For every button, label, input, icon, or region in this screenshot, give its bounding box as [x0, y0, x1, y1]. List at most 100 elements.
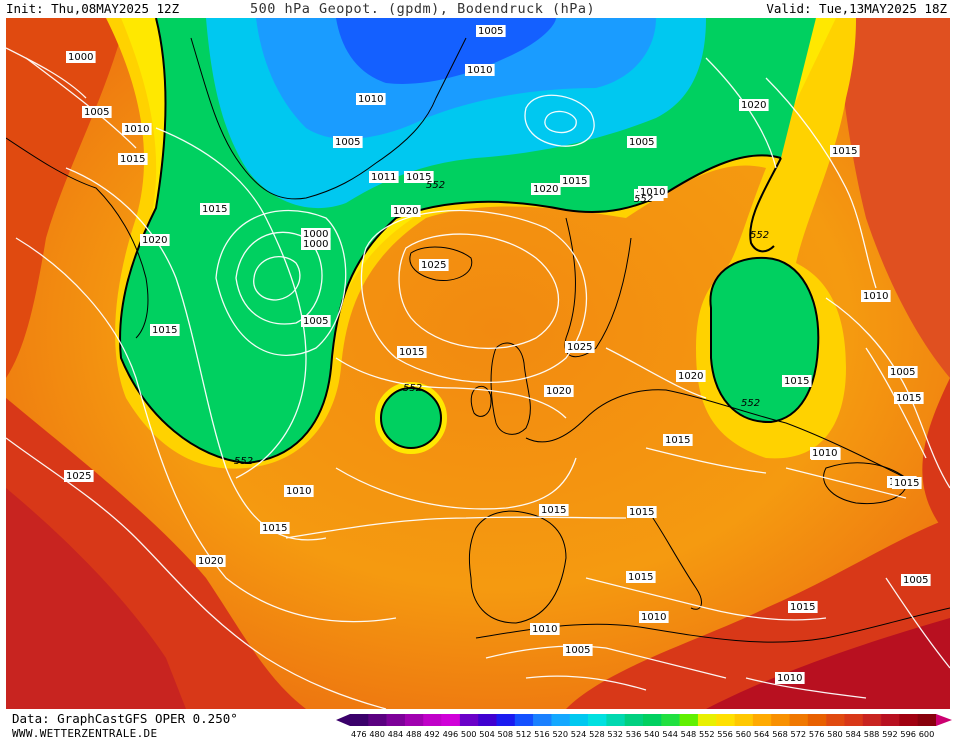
field-yellow-ring-west — [375, 382, 448, 454]
isobar-1020-west — [15, 237, 397, 623]
svg-text:1000: 1000 — [68, 52, 93, 63]
colorbar-tick-label: 600 — [919, 729, 935, 739]
svg-text:1010: 1010 — [777, 673, 802, 684]
colorbar-arrow-left — [336, 714, 350, 726]
colorbar-tick-label: 580 — [827, 729, 843, 739]
colorbar-swatch — [826, 714, 845, 726]
isobar-1020-mid — [335, 457, 577, 510]
svg-text:1005: 1005 — [478, 26, 503, 37]
contour-552-trough — [119, 18, 782, 465]
coastline-iberia — [468, 510, 567, 624]
geopotential-contours — [119, 18, 820, 465]
data-source: Data: GraphCastGFS OPER 0.250° — [12, 711, 238, 726]
isobar-label: 1005 — [901, 574, 931, 586]
svg-text:1025: 1025 — [567, 342, 592, 353]
colorbar-swatch — [862, 714, 882, 726]
colorbar-swatch — [478, 714, 497, 726]
isobar-labels: 1000 1005 1010 1015 1020 1015 1005 1010 1010 1005… — [64, 25, 931, 684]
colorbar-swatch — [496, 714, 516, 726]
colorbar-swatch — [606, 714, 625, 726]
svg-text:1020: 1020 — [142, 235, 167, 246]
svg-text:1011: 1011 — [371, 172, 396, 183]
colorbar-tick-label: 528 — [589, 729, 605, 739]
field-green-cutoff-west[interactable] — [381, 388, 441, 448]
colorbar-swatch — [368, 714, 387, 726]
contour-552-east — [709, 256, 820, 424]
isobar-atlantic-high — [398, 233, 559, 349]
isobar-label: 1015 — [539, 504, 569, 516]
svg-text:1010: 1010 — [640, 187, 665, 198]
isobar-label: 1025 — [565, 341, 595, 353]
colorbar-swatch — [588, 714, 607, 726]
colorbar-tick-label: 516 — [534, 729, 550, 739]
colorbar-swatch — [771, 714, 790, 726]
isobar-label: 1015 — [560, 175, 590, 187]
colorbar-swatch — [661, 714, 680, 726]
isobars — [6, 47, 950, 709]
svg-text:1020: 1020 — [393, 206, 418, 217]
isobar-label: 1010 — [122, 123, 152, 135]
isobar-label: 1015 — [150, 324, 180, 336]
map-footer: Data: GraphCastGFS OPER 0.250° WWW.WETTE… — [0, 709, 959, 741]
svg-text:1015: 1015 — [406, 172, 431, 183]
isobar-label: 552 — [750, 230, 769, 241]
svg-text:1005: 1005 — [303, 316, 328, 327]
isobar-label: 1015 — [627, 506, 657, 518]
isobar-label: 1000 — [301, 228, 331, 240]
colorbar-tick-label: 508 — [498, 729, 514, 739]
svg-text:1010: 1010 — [286, 486, 311, 497]
colorbar-tick-label: 544 — [662, 729, 678, 739]
website-url[interactable]: WWW.WETTERZENTRALE.DE — [12, 727, 158, 740]
svg-text:552: 552 — [426, 180, 445, 191]
map-header: Init: Thu,08MAY2025 12Z 500 hPa Geopot. … — [0, 0, 959, 18]
field-west-red — [6, 18, 126, 378]
colorbar-tick-label: 556 — [717, 729, 733, 739]
colorbar: 476 480 484 488 492 496 500 504 508 512 516 520 524 5… — [336, 714, 952, 739]
svg-text:1025: 1025 — [66, 471, 91, 482]
coastline-ireland — [470, 385, 492, 417]
colorbar-tick-label: 560 — [736, 729, 752, 739]
isobar-label: 552 — [741, 398, 760, 409]
colorbar-swatch — [404, 714, 424, 726]
svg-text:1010: 1010 — [532, 624, 557, 635]
colorbar-swatch — [386, 714, 406, 726]
contour-552-west — [380, 387, 442, 449]
svg-text:1015: 1015 — [629, 507, 654, 518]
field-southwest-deep — [6, 488, 186, 709]
svg-text:1005: 1005 — [890, 367, 915, 378]
isobar-greenland-low-mid — [235, 231, 323, 325]
colorbar-swatch — [807, 714, 827, 726]
colorbar-tick-label: 540 — [644, 729, 660, 739]
svg-text:1010: 1010 — [641, 612, 666, 623]
colorbar-swatch — [551, 714, 571, 726]
isobar-1010-mideast — [745, 677, 867, 699]
isobar-label: 1015 — [404, 171, 434, 183]
field-green-cutoff-east[interactable] — [710, 257, 819, 423]
colorbar-swatch — [917, 714, 937, 726]
isobar-label: 1005 — [301, 315, 331, 327]
svg-text:1015: 1015 — [832, 146, 857, 157]
isobar-label: 1015 — [782, 375, 812, 387]
weather-map[interactable]: 1000 1005 1010 1015 1020 1015 1005 1010 1010 1005… — [6, 18, 950, 709]
colorbar-tick-label: 496 — [443, 729, 459, 739]
svg-text:1010: 1010 — [812, 448, 837, 459]
colorbar-swatch — [752, 714, 772, 726]
isobar-label: 1000 — [301, 238, 331, 250]
colorbar-swatch — [350, 714, 369, 726]
isobar-label: 1000 — [66, 51, 96, 63]
colorbar-swatch — [624, 714, 644, 726]
colorbar-tick-label: 576 — [809, 729, 825, 739]
colorbar-swatch — [789, 714, 809, 726]
colorbar-tick-label: 588 — [864, 729, 880, 739]
svg-text:1000: 1000 — [303, 239, 328, 250]
isobar-label: 1015 — [892, 477, 922, 489]
colorbar-arrow-right — [936, 714, 952, 726]
svg-text:1020: 1020 — [533, 184, 558, 195]
colorbar-swatch — [716, 714, 735, 726]
isobar-label: 1020 — [140, 234, 170, 246]
isobar-1015-northeast — [765, 77, 877, 289]
svg-text:1005: 1005 — [629, 137, 654, 148]
field-southeast-deep — [706, 618, 950, 709]
isobar-1000-nw — [6, 47, 87, 99]
colorbar-swatch — [734, 714, 754, 726]
